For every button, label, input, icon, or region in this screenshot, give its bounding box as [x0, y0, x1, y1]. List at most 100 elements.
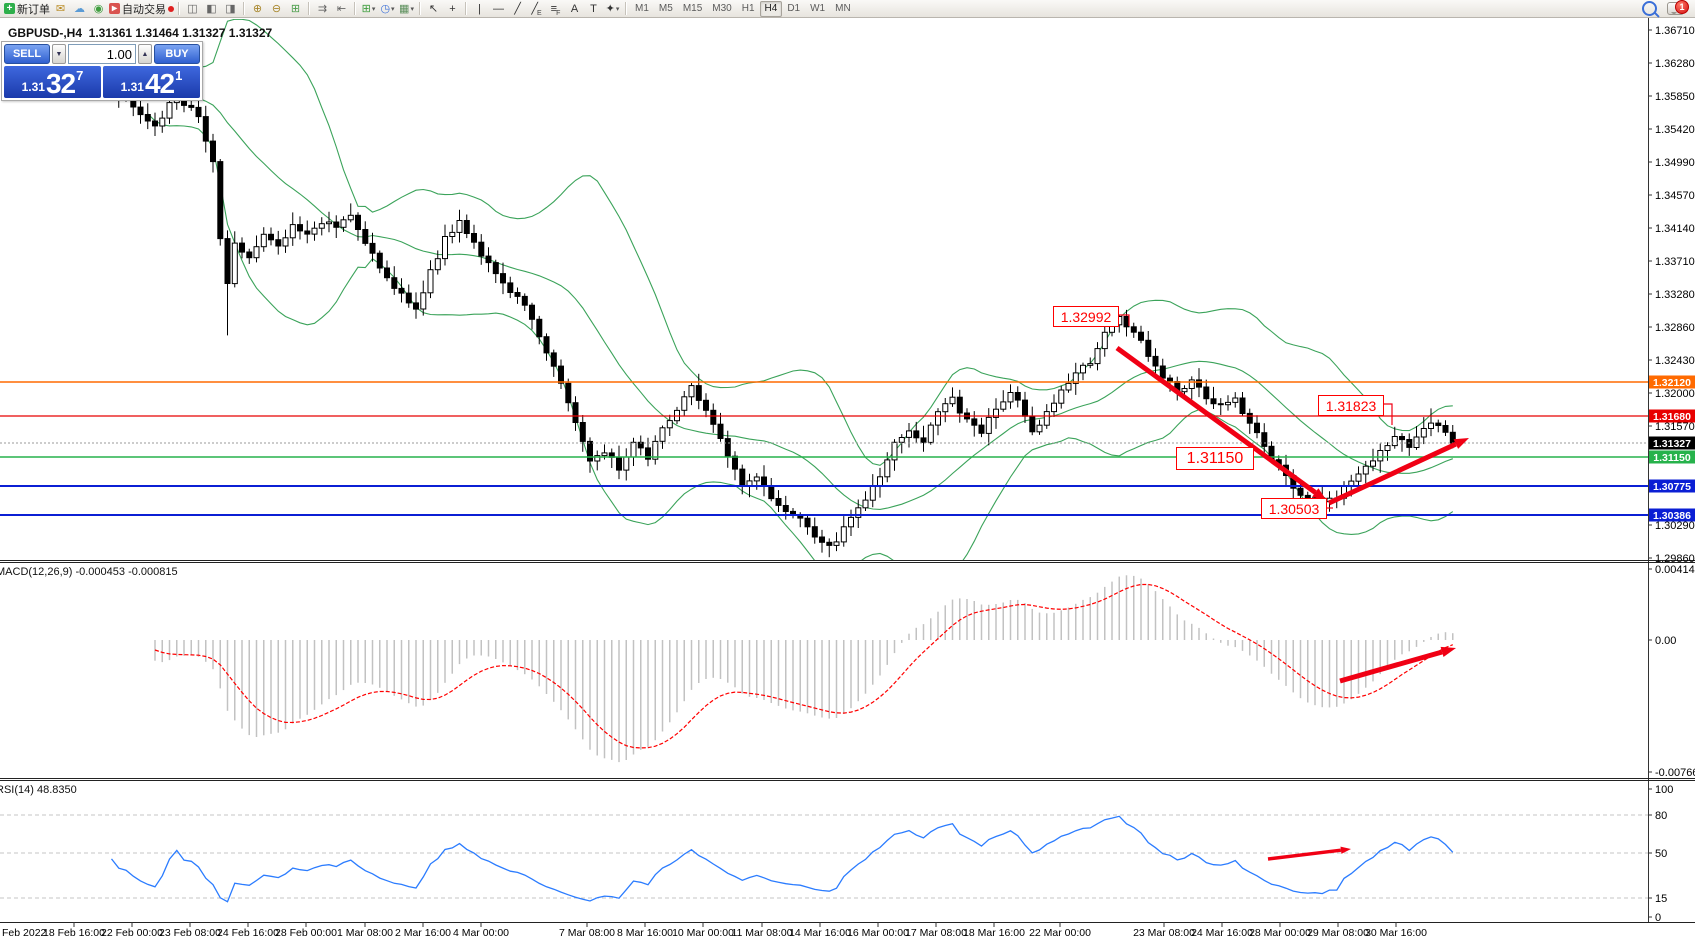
rsi-axis-tick: 15: [1655, 893, 1667, 905]
timeframe-button-mn[interactable]: MN: [835, 3, 851, 14]
price-annotation-label[interactable]: 1.31150: [1176, 447, 1254, 470]
new-chart-icon[interactable]: ⊞ ▾: [359, 1, 378, 17]
trendline-icon[interactable]: ╱: [508, 1, 527, 17]
bid-prefix: 1.31: [21, 80, 45, 94]
horizontal-line-icon[interactable]: —: [489, 1, 508, 17]
label-icon[interactable]: T: [584, 1, 603, 17]
candle-body: [166, 102, 173, 119]
horizontal-level-lines[interactable]: 1.32120 1.31680 1.31327 1.31150 1.30775 1.303…: [0, 375, 1695, 523]
fibonacci-icon[interactable]: ≡ F: [546, 1, 565, 17]
new-order-button[interactable]: + 新订单: [3, 1, 51, 17]
data-window-icon[interactable]: ◧: [202, 1, 221, 17]
bb-middle-line: [147, 86, 1453, 510]
trend-arrow-line[interactable]: [1327, 441, 1457, 506]
candle-body: [630, 441, 637, 458]
axis-price-badge-text: 1.31327: [1653, 438, 1691, 450]
rsi-indicator-label: RSI(14) 48.8350: [0, 784, 77, 796]
bid-price[interactable]: 1.31 32 7: [4, 66, 101, 98]
autoscroll-icon[interactable]: ⇉: [313, 1, 332, 17]
candle-body: [449, 231, 456, 237]
time-axis-label: 18 Mar 16:00: [963, 927, 1025, 939]
arrows-icon[interactable]: ✦ ▾: [603, 1, 622, 17]
autotrade-button[interactable]: ▸ 自动交易: [108, 1, 175, 17]
periods-dropdown-icon[interactable]: ◷ ▾: [378, 1, 397, 17]
timeframe-button-m15[interactable]: M15: [682, 3, 703, 14]
candle-body: [898, 437, 905, 443]
candle-body: [1449, 431, 1456, 444]
candle-body: [268, 233, 274, 241]
candle-body: [304, 230, 311, 235]
candle-body: [1210, 398, 1217, 405]
timeframe-button-m5[interactable]: M5: [658, 3, 673, 14]
candle-body: [1261, 432, 1268, 447]
trend-arrow-line[interactable]: [1267, 848, 1342, 861]
axis-price-badge: [1649, 375, 1695, 389]
candle-body: [579, 422, 586, 442]
price-annotation-label[interactable]: 1.32992: [1053, 306, 1119, 327]
trend-arrows[interactable]: [1115, 314, 1469, 861]
templates-dropdown-icon[interactable]: ▦ ▾: [397, 1, 416, 17]
candle-body: [985, 416, 992, 434]
price-annotation-label[interactable]: 1.30503: [1261, 498, 1327, 519]
candle-body: [1384, 445, 1391, 452]
timeframe-button-h1[interactable]: H1: [741, 3, 755, 14]
vertical-line-icon[interactable]: |: [470, 1, 489, 17]
candle-body: [869, 485, 876, 501]
axis-price-badge-text: 1.31150: [1653, 452, 1691, 464]
chat-icon[interactable]: 1: [1667, 0, 1689, 15]
ask-price[interactable]: 1.31 42 1: [103, 66, 200, 98]
candle-body: [1007, 392, 1014, 403]
trend-arrow-line[interactable]: [1339, 649, 1443, 684]
navigator-icon[interactable]: ◨: [221, 1, 240, 17]
tile-windows-icon[interactable]: ⊞: [286, 1, 305, 17]
cursor-icon[interactable]: ↖: [424, 1, 443, 17]
market-watch-icon[interactable]: ◫: [183, 1, 202, 17]
buy-button[interactable]: BUY: [154, 44, 200, 64]
sell-button[interactable]: SELL: [4, 44, 50, 64]
price-axis-tick: 1.29860: [1655, 553, 1695, 565]
price-annotation-label[interactable]: 1.31823: [1318, 395, 1384, 416]
candle-body: [384, 267, 390, 279]
chat-unread-badge: 1: [1675, 0, 1689, 14]
periods-dropdown-icon-glyph: ◷: [380, 3, 391, 15]
cloud-icon[interactable]: ☁: [70, 1, 89, 17]
candle-body: [782, 505, 789, 512]
volume-input[interactable]: [68, 44, 136, 64]
channel-icon[interactable]: ╱ E: [527, 1, 546, 17]
search-icon[interactable]: [1642, 1, 1657, 16]
volume-increase-button[interactable]: ▲: [138, 44, 152, 64]
volume-decrease-button[interactable]: ▼: [52, 44, 66, 64]
candle-body: [217, 161, 224, 240]
text-icon[interactable]: A: [565, 1, 584, 17]
timeframe-button-m1[interactable]: M1: [635, 3, 649, 14]
news-feed-icon[interactable]: ◉: [89, 1, 108, 17]
candle-body: [1036, 424, 1043, 433]
candle-body: [514, 292, 521, 297]
time-axis-label: 11 Mar 08:00: [731, 927, 792, 939]
candle-body: [420, 292, 427, 310]
zoom-out-icon[interactable]: ⊖: [267, 1, 286, 17]
label-icon-glyph: T: [590, 2, 597, 15]
mail-icon[interactable]: ✉: [51, 1, 70, 17]
ask-big-digits: 42: [144, 68, 175, 100]
timeframe-button-h4[interactable]: H4: [759, 0, 783, 17]
chart-shift-icon[interactable]: ⇤: [332, 1, 351, 17]
timeframe-button-w1[interactable]: W1: [810, 3, 826, 14]
candle-body: [811, 526, 818, 538]
crosshair-icon[interactable]: +: [443, 1, 462, 17]
price-axis-tick: 1.33710: [1655, 256, 1695, 268]
timeframe-button-m30[interactable]: M30: [712, 3, 732, 14]
timeframe-button-d1[interactable]: D1: [787, 3, 801, 14]
price-axis[interactable]: 1.36710 1.36280 1.35850 1.35420 1.34990 1.345…: [1648, 25, 1695, 924]
trend-arrow-line[interactable]: [1115, 345, 1317, 495]
candle-body: [1196, 379, 1202, 388]
zoom-in-icon[interactable]: ⊕: [248, 1, 267, 17]
price-axis-tick: 1.32860: [1655, 322, 1695, 334]
candle-body: [413, 302, 419, 310]
time-axis-label: Feb 2022: [2, 927, 47, 939]
channel-icon-glyph: ╱: [531, 3, 538, 15]
